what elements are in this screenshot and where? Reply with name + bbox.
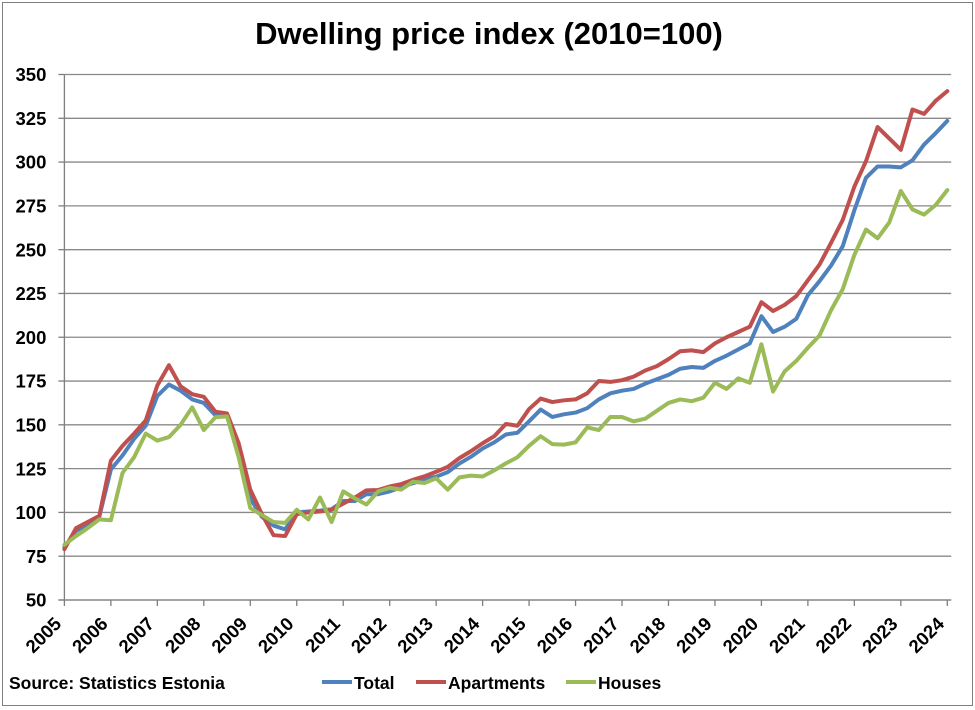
x-tick-label-2005: 2005 — [21, 613, 65, 657]
x-tick-label-2020: 2020 — [718, 613, 762, 657]
legend-label-apartments: Apartments — [448, 673, 546, 693]
x-tick-label-2022: 2022 — [811, 613, 855, 657]
y-tick-label-50: 50 — [26, 590, 47, 611]
legend-label-total: Total — [354, 673, 395, 693]
x-tick-label-2016: 2016 — [532, 613, 576, 657]
x-tick-label-2014: 2014 — [439, 612, 483, 656]
x-tick-label-2011: 2011 — [301, 613, 344, 656]
x-tick-label-2024: 2024 — [904, 612, 948, 656]
x-tick-label-2021: 2021 — [765, 613, 809, 657]
y-tick-label-250: 250 — [16, 239, 47, 260]
y-tick-label-350: 350 — [16, 64, 47, 85]
series-line-total — [62, 118, 950, 550]
x-tick-label-2007: 2007 — [114, 613, 158, 657]
x-tick-label-2017: 2017 — [579, 613, 623, 657]
x-tick-label-2023: 2023 — [858, 613, 902, 657]
series-line-houses — [62, 188, 950, 547]
y-tick-label-75: 75 — [26, 546, 47, 567]
x-tick-label-2012: 2012 — [347, 613, 391, 657]
y-tick-label-275: 275 — [16, 196, 47, 217]
x-tick-label-2018: 2018 — [625, 613, 669, 657]
y-tick-label-175: 175 — [16, 371, 47, 392]
y-tick-label-225: 225 — [16, 283, 47, 304]
y-tick-label-325: 325 — [16, 108, 47, 129]
x-tick-label-2010: 2010 — [254, 613, 298, 657]
x-tick-label-2006: 2006 — [68, 613, 112, 657]
y-tick-label-150: 150 — [16, 414, 47, 435]
x-tick-label-2008: 2008 — [161, 613, 205, 657]
chart-title: Dwelling price index (2010=100) — [255, 16, 723, 51]
y-tick-label-300: 300 — [16, 152, 47, 173]
x-tick-label-2013: 2013 — [393, 613, 437, 657]
legend-label-houses: Houses — [598, 673, 661, 693]
series-line-apartments — [62, 89, 950, 552]
y-tick-label-200: 200 — [16, 327, 47, 348]
source-note: Source: Statistics Estonia — [9, 673, 225, 693]
y-tick-label-100: 100 — [16, 502, 47, 523]
x-tick-label-2015: 2015 — [486, 613, 530, 657]
x-tick-label-2009: 2009 — [207, 613, 251, 657]
x-tick-label-2019: 2019 — [672, 613, 716, 657]
y-tick-label-125: 125 — [16, 458, 47, 479]
